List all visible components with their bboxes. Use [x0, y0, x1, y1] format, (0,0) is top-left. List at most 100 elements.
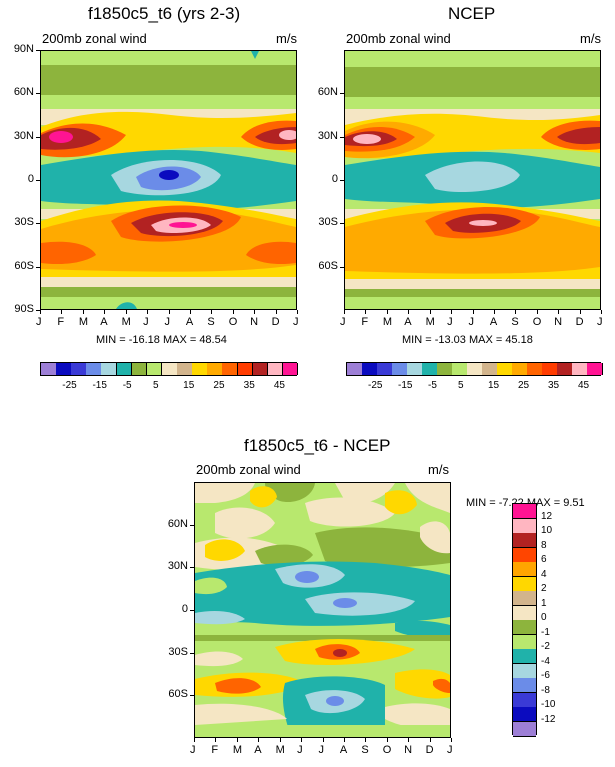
x-tick-label: N [404, 744, 413, 756]
y-tick-label: 60N [13, 86, 34, 99]
colorbar-swatch [86, 363, 102, 375]
panel2-contours [345, 51, 600, 309]
x-tick-label: J [597, 316, 603, 328]
colorbar-swatch [252, 363, 269, 375]
colorbar-label: -1 [541, 626, 550, 638]
colorbar-swatch [513, 504, 536, 519]
colorbar-label: 25 [213, 380, 225, 391]
colorbar-swatch [513, 620, 536, 635]
colorbar-swatch [146, 363, 163, 375]
colorbar-swatch [513, 518, 536, 534]
colorbar-swatch [513, 649, 536, 664]
x-tick-mark [168, 310, 170, 314]
y-tick-label: 60N [317, 86, 338, 99]
colorbar-swatch [101, 363, 118, 375]
colorbar-swatch [572, 363, 588, 375]
x-tick-label: O [532, 316, 542, 328]
x-tick-mark [558, 310, 560, 314]
y-tick-mark [340, 180, 344, 181]
panel1-title: f1850c5_t6 (yrs 2-3) [88, 4, 241, 23]
x-tick-mark [125, 310, 127, 314]
colorbar-swatch [542, 363, 558, 375]
y-tick-mark [36, 223, 40, 225]
y-tick-label: 0 [331, 173, 338, 185]
x-tick-label: M [425, 316, 435, 328]
x-tick-label: A [339, 744, 348, 756]
colorbar-swatch [513, 707, 536, 722]
y-tick-mark [36, 136, 40, 138]
panel2-title: NCEP [448, 4, 496, 23]
panel3-contours [195, 483, 450, 737]
x-tick-label: A [404, 316, 412, 328]
x-tick-label: J [468, 316, 475, 328]
x-tick-label: F [361, 316, 369, 328]
x-tick-mark [429, 310, 431, 314]
panel1-contours [41, 51, 296, 309]
x-tick-mark [215, 738, 217, 742]
x-tick-mark [275, 310, 277, 314]
x-tick-label: A [185, 316, 194, 328]
x-tick-label: S [511, 316, 519, 328]
colorbar-swatch [422, 363, 438, 375]
colorbar-swatch [482, 363, 498, 375]
colorbar-label: -5 [122, 380, 132, 391]
x-tick-mark [408, 738, 410, 742]
x-tick-label: M [275, 744, 285, 756]
x-tick-label: D [425, 744, 434, 756]
colorbar-label: -5 [428, 380, 437, 391]
colorbar-label: 45 [273, 380, 285, 391]
y-tick-mark [36, 180, 40, 181]
colorbar-swatch [497, 363, 513, 375]
x-tick-label: F [57, 316, 65, 328]
colorbar-swatch [437, 363, 453, 375]
x-tick-mark [297, 310, 298, 314]
x-tick-label: J [36, 316, 42, 328]
colorbar-label: -2 [541, 641, 550, 652]
y-tick-mark [190, 652, 194, 654]
colorbar-label: -6 [541, 670, 550, 681]
x-tick-label: J [340, 316, 346, 328]
panel1-plot [40, 50, 297, 310]
x-tick-mark [515, 310, 517, 314]
y-tick-label: 90S [14, 303, 34, 315]
colorbar-label: 10 [541, 525, 553, 536]
y-tick-mark [190, 695, 194, 697]
x-tick-label: J [293, 316, 299, 328]
colorbar-label: -25 [368, 380, 383, 391]
y-tick-mark [190, 610, 194, 611]
y-tick-label: 30S [168, 645, 188, 658]
colorbar-swatch [222, 363, 239, 375]
x-tick-label: J [297, 744, 303, 756]
x-tick-label: S [361, 744, 369, 756]
x-tick-mark [61, 310, 63, 314]
colorbar-swatch [282, 363, 299, 375]
x-tick-mark [365, 738, 367, 742]
colorbar-swatch [362, 363, 378, 375]
colorbar-label: -8 [541, 684, 550, 696]
panel3-plot [194, 482, 451, 738]
y-tick-label: 60S [168, 688, 188, 701]
colorbar-swatch [513, 678, 536, 693]
colorbar-swatch [192, 363, 208, 375]
colorbar-swatch [513, 547, 536, 563]
colorbar-swatch [407, 363, 423, 375]
x-tick-label: N [250, 316, 259, 328]
x-tick-mark [451, 738, 452, 742]
colorbar-label: -4 [541, 655, 550, 667]
colorbar-swatch [513, 692, 536, 708]
colorbar-swatch [587, 363, 603, 375]
x-tick-mark [258, 738, 260, 742]
y-tick-mark [340, 136, 344, 138]
panel3-colorbar [512, 503, 537, 737]
colorbar-label: -10 [541, 699, 556, 710]
x-tick-mark [365, 310, 367, 314]
x-tick-mark [429, 738, 431, 742]
colorbar-swatch [513, 721, 536, 737]
colorbar-label: -15 [92, 380, 107, 391]
y-tick-mark [36, 266, 40, 268]
x-tick-label: M [121, 316, 131, 328]
x-tick-mark [386, 310, 388, 314]
y-tick-mark [340, 266, 344, 268]
x-tick-label: M [78, 316, 88, 328]
colorbar-swatch [557, 363, 573, 375]
